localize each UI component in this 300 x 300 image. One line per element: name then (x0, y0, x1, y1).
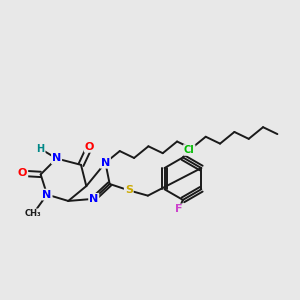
Text: S: S (125, 185, 133, 195)
Text: Cl: Cl (184, 145, 195, 155)
Text: H: H (37, 144, 45, 154)
Text: O: O (85, 142, 94, 152)
Text: N: N (89, 194, 98, 204)
Text: N: N (42, 190, 52, 200)
Text: N: N (52, 154, 61, 164)
Text: O: O (18, 168, 27, 178)
Text: CH₃: CH₃ (25, 209, 41, 218)
Text: N: N (101, 158, 110, 168)
Text: F: F (175, 204, 182, 214)
